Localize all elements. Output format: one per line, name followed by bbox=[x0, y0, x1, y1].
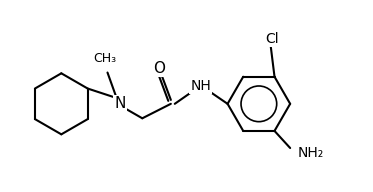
Text: CH₃: CH₃ bbox=[93, 52, 116, 65]
Text: O: O bbox=[153, 61, 165, 76]
Text: NH: NH bbox=[191, 79, 211, 93]
Text: Cl: Cl bbox=[266, 32, 279, 46]
Text: NH₂: NH₂ bbox=[298, 146, 324, 160]
Text: N: N bbox=[114, 96, 126, 111]
